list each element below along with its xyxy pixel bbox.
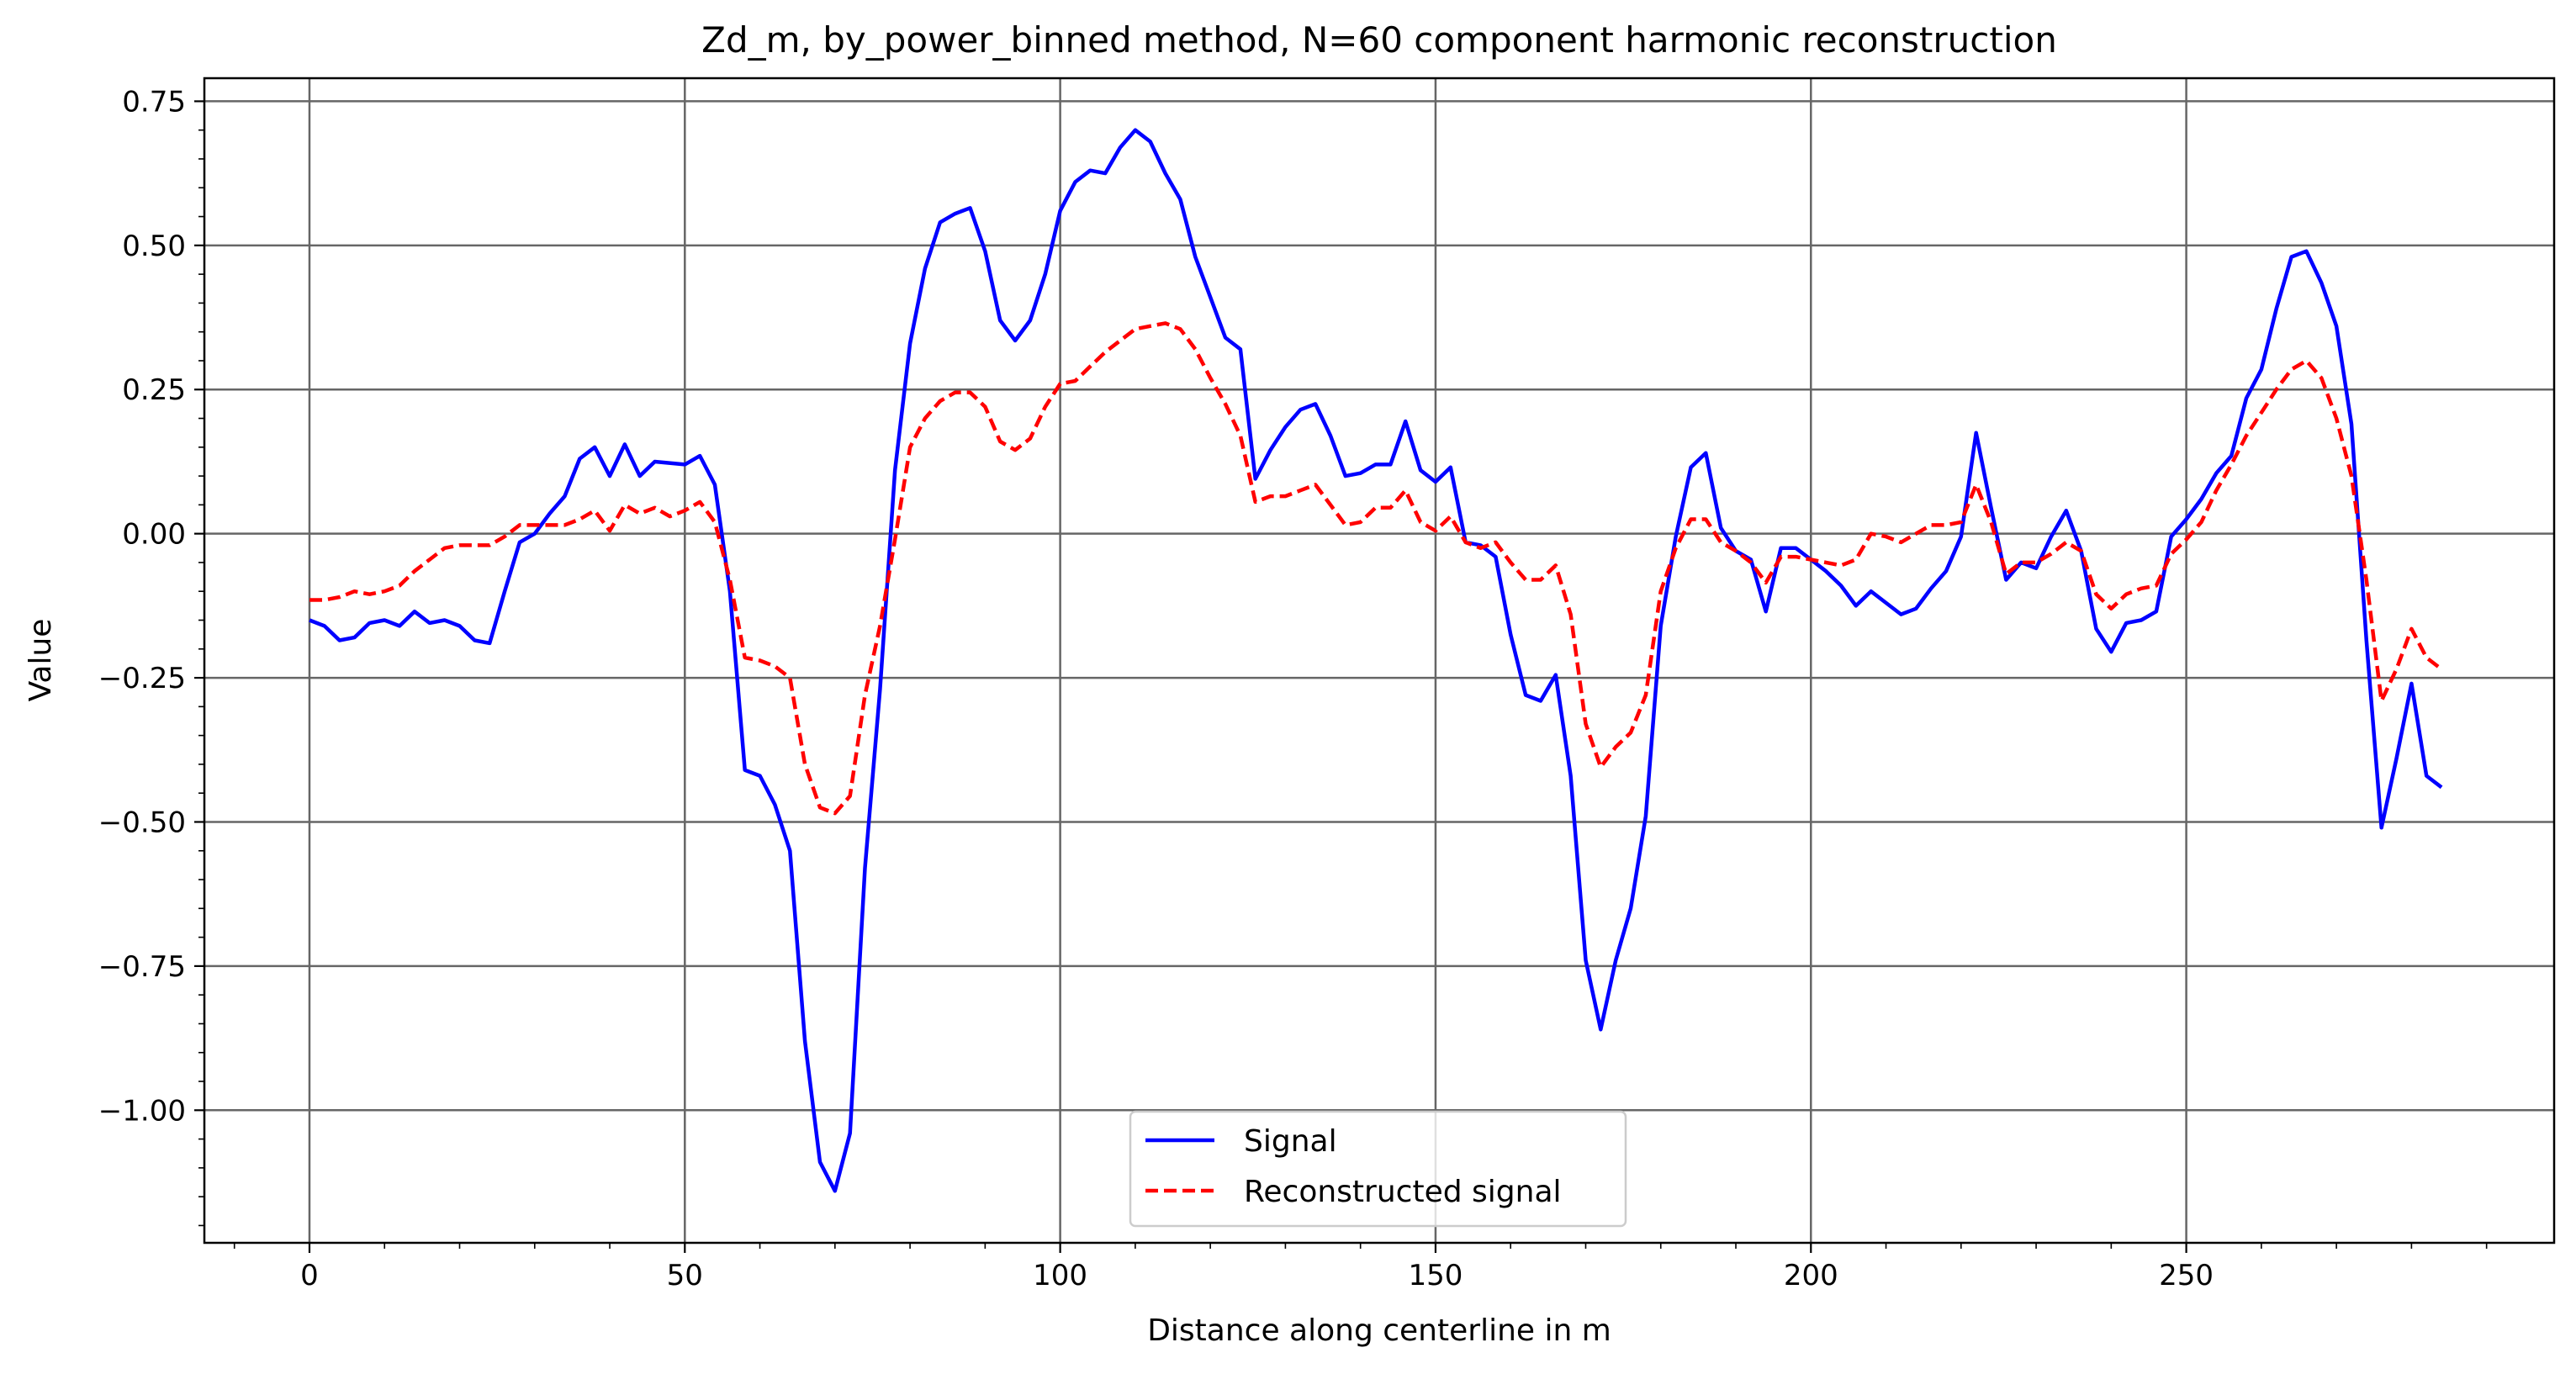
plot-frame — [203, 77, 2556, 1245]
y-tick-label: −0.75 — [98, 950, 186, 984]
y-tick-label: −0.50 — [98, 806, 186, 839]
legend-label-signal: Signal — [1244, 1124, 1337, 1159]
legend-label-reconstructed: Reconstructed signal — [1244, 1175, 1562, 1209]
x-tick-label: 0 — [300, 1259, 319, 1292]
y-tick-label: 0.50 — [122, 230, 186, 263]
grid — [204, 78, 2554, 1243]
x-tick-label: 200 — [1784, 1259, 1838, 1292]
y-tick-label: 0.00 — [122, 518, 186, 552]
series-line-reconstructed — [309, 321, 2443, 816]
y-tick-label: 0.75 — [122, 85, 186, 119]
y-tick-label: −1.00 — [98, 1094, 186, 1128]
legend-box — [1129, 1110, 1627, 1228]
series-lines — [309, 128, 2443, 1193]
x-tick-label: 250 — [2159, 1259, 2214, 1292]
y-tick-label: −0.25 — [98, 662, 186, 695]
y-tick-label: 0.25 — [122, 373, 186, 407]
chart-title: Zd_m, by_power_binned method, N=60 compo… — [701, 19, 2057, 61]
axis-ticks: 0 50 100 150 200 250 0.75 0.50 0.25 0.00 −0.25 −0.5… — [98, 85, 2488, 1292]
y-axis-label: Value — [24, 619, 58, 702]
legend: Signal Reconstructed signal — [1129, 1110, 1627, 1228]
series-line-signal — [309, 128, 2443, 1193]
x-tick-label: 100 — [1033, 1259, 1087, 1292]
x-tick-label: 50 — [667, 1259, 703, 1292]
x-tick-label: 150 — [1408, 1259, 1463, 1292]
x-axis-label: Distance along centerline in m — [1147, 1313, 1611, 1348]
